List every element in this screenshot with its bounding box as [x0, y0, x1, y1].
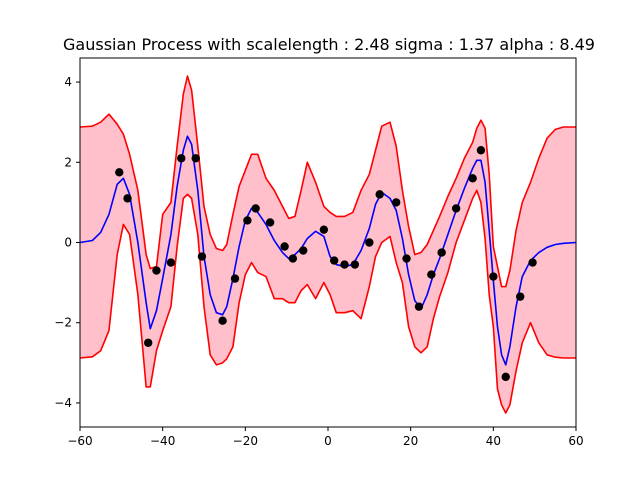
y-tick-label: 2	[64, 155, 72, 169]
y-tick-label: −4	[54, 396, 72, 410]
observation-point	[299, 246, 308, 255]
x-tick-label: 20	[403, 434, 418, 448]
observation-point	[265, 218, 275, 227]
observation-point	[166, 258, 176, 267]
observation-point	[340, 260, 349, 269]
lower-bound-line	[80, 189, 576, 414]
observation-point	[230, 274, 240, 283]
observation-point	[516, 292, 525, 301]
observation-point	[528, 258, 537, 267]
observation-point	[218, 316, 227, 325]
observation-point	[115, 168, 124, 177]
y-tick-label: −2	[54, 316, 72, 330]
observation-point	[468, 174, 477, 183]
observation-point	[152, 266, 161, 275]
observation-point	[251, 204, 260, 213]
x-tick-label: 40	[486, 434, 501, 448]
y-tick-label: 0	[64, 236, 72, 250]
observation-point	[501, 372, 510, 382]
observation-point	[392, 198, 401, 207]
confidence-band	[80, 76, 576, 413]
mean-line	[80, 135, 576, 366]
observation-point	[489, 272, 498, 281]
observation-point	[319, 225, 329, 234]
x-tick-label: −60	[67, 434, 92, 448]
observation-point	[451, 204, 461, 213]
plot-area	[80, 75, 576, 414]
observation-point	[375, 190, 384, 199]
observation-point	[177, 154, 186, 163]
observation-point	[123, 194, 132, 203]
observation-point	[243, 216, 252, 225]
observation-point	[476, 146, 486, 155]
observation-point	[365, 238, 374, 247]
observation-point	[414, 302, 424, 311]
x-tick-label: −20	[233, 434, 258, 448]
observation-point	[280, 242, 289, 251]
observation-point	[197, 252, 207, 261]
observation-point	[427, 270, 436, 279]
x-tick-label: 0	[324, 434, 332, 448]
x-tick-label: 60	[568, 434, 583, 448]
observation-point	[191, 154, 200, 163]
y-tick-label: 4	[64, 75, 72, 89]
observation-point	[288, 254, 298, 263]
upper-bound-line	[80, 75, 576, 288]
observation-point	[437, 248, 446, 257]
x-tick-label: −40	[150, 434, 175, 448]
observation-point	[402, 254, 411, 263]
chart-title: Gaussian Process with scalelength : 2.48…	[63, 35, 595, 54]
observation-point	[350, 260, 360, 269]
observation-point	[330, 256, 339, 265]
observation-point	[144, 338, 153, 347]
